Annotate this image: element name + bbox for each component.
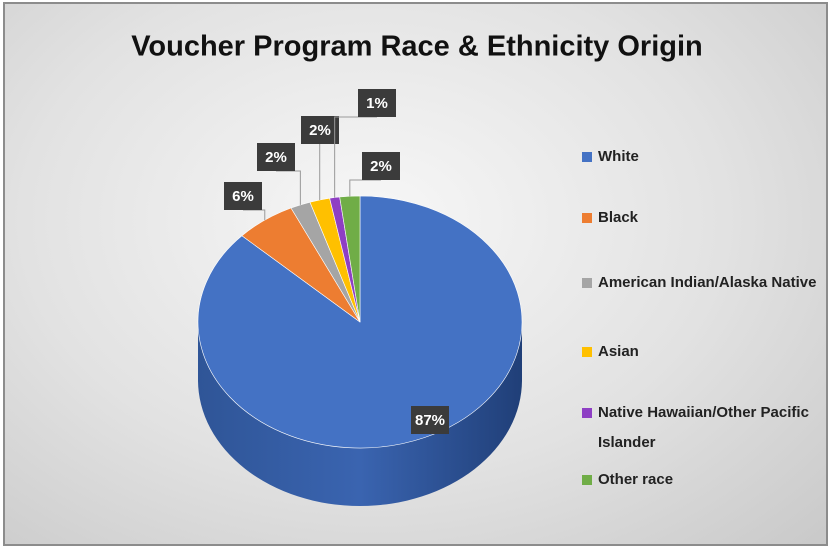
data-label: 2% <box>265 149 287 166</box>
legend-item: Black <box>582 203 833 233</box>
legend-item: White <box>582 142 833 172</box>
data-label: 2% <box>309 122 331 139</box>
legend-swatch <box>582 278 592 288</box>
leader-line <box>349 179 381 197</box>
label-box <box>257 143 295 171</box>
legend-label: Asian <box>598 343 639 360</box>
legend-item: Native Hawaiian/Other Pacific Islander <box>582 398 833 458</box>
legend-item: American Indian/Alaska Native <box>582 268 833 298</box>
legend-swatch <box>582 347 592 357</box>
legend-label: White <box>598 148 639 165</box>
legend-swatch <box>582 213 592 223</box>
legend-label: American Indian/Alaska Native <box>598 274 817 291</box>
label-box <box>224 182 262 210</box>
legend-item: Other race <box>582 465 833 495</box>
label-box <box>358 89 396 117</box>
legend-label: Black <box>598 209 639 226</box>
legend-label: Other race <box>598 471 674 488</box>
leader-line <box>276 170 301 205</box>
pie-side <box>198 322 522 506</box>
legend-swatch <box>582 152 592 162</box>
data-label: 1% <box>366 95 388 112</box>
data-label: 2% <box>370 158 392 175</box>
leader-line <box>243 209 266 221</box>
legend-item: Asian <box>582 337 833 367</box>
legend-swatch <box>582 408 592 418</box>
chart-title: Voucher Program Race & Ethnicity Origin <box>131 31 703 63</box>
label-box <box>362 152 400 180</box>
legend-label: Native Hawaiian/Other Pacific Islander <box>598 404 809 451</box>
label-box <box>411 406 449 434</box>
pie-slice <box>339 195 361 323</box>
legend-swatch <box>582 475 592 485</box>
data-label: 87% <box>415 412 445 429</box>
label-box <box>301 116 339 144</box>
data-label: 6% <box>232 188 254 205</box>
